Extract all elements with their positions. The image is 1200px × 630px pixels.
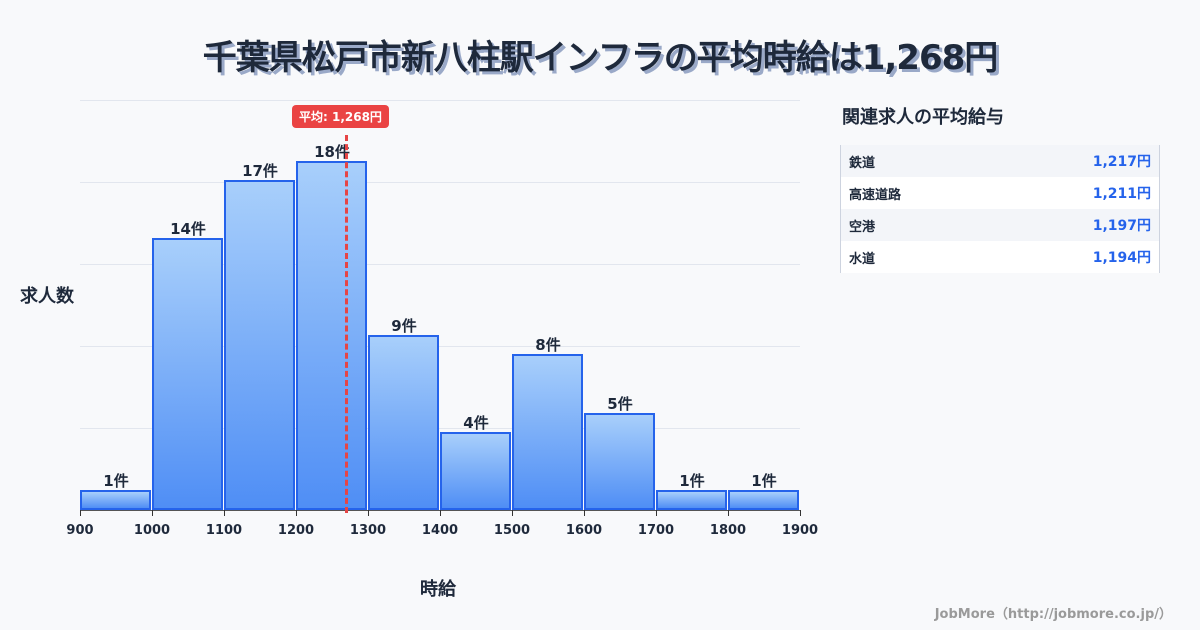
x-tick-label: 1700 bbox=[637, 523, 675, 538]
histogram-bar[interactable] bbox=[440, 432, 511, 510]
job-category-salary: 1,211円 bbox=[1092, 186, 1151, 202]
x-tick-label: 1800 bbox=[709, 523, 747, 538]
gridline bbox=[80, 346, 800, 347]
x-tick bbox=[656, 510, 657, 516]
x-axis-label: 時給 bbox=[420, 579, 456, 600]
x-tick-label: 1900 bbox=[781, 523, 819, 538]
x-tick bbox=[80, 510, 81, 516]
histogram-bar[interactable] bbox=[728, 490, 799, 510]
bar-value-label: 5件 bbox=[607, 395, 633, 413]
x-tick-label: 1000 bbox=[133, 523, 171, 538]
histogram-bar[interactable] bbox=[80, 490, 151, 510]
x-tick-label: 1500 bbox=[493, 523, 531, 538]
histogram-bar[interactable] bbox=[512, 354, 583, 510]
bar-value-label: 14件 bbox=[170, 220, 206, 238]
average-badge: 平均: 1,268円 bbox=[292, 105, 389, 128]
x-tick bbox=[728, 510, 729, 516]
x-tick-label: 1100 bbox=[205, 523, 243, 538]
x-tick bbox=[296, 510, 297, 516]
job-category-name: 鉄道 bbox=[849, 155, 876, 171]
histogram-bar[interactable] bbox=[368, 335, 439, 510]
bar-value-label: 1件 bbox=[751, 472, 777, 490]
gridline bbox=[80, 264, 800, 265]
average-line bbox=[345, 135, 348, 513]
gridline bbox=[80, 182, 800, 183]
bar-value-label: 4件 bbox=[463, 414, 489, 432]
x-tick bbox=[368, 510, 369, 516]
job-category-salary: 1,194円 bbox=[1092, 250, 1151, 266]
job-category-name: 高速道路 bbox=[849, 187, 902, 203]
x-tick bbox=[584, 510, 585, 516]
histogram-bar[interactable] bbox=[656, 490, 727, 510]
related-salary-title: 関連求人の平均給与 bbox=[842, 107, 1004, 128]
bar-value-label: 9件 bbox=[391, 317, 417, 335]
bar-value-label: 1件 bbox=[103, 472, 129, 490]
bar-value-label: 1件 bbox=[679, 472, 705, 490]
x-tick-label: 1400 bbox=[421, 523, 459, 538]
gridline bbox=[80, 100, 800, 101]
x-tick bbox=[224, 510, 225, 516]
page-title: 千葉県松戸市新八柱駅インフラの平均時給は1,268円 bbox=[202, 38, 999, 78]
x-tick bbox=[512, 510, 513, 516]
job-category-salary: 1,197円 bbox=[1092, 218, 1151, 234]
x-tick-label: 1300 bbox=[349, 523, 387, 538]
related-salary-row[interactable]: 高速道路 1,211円 bbox=[841, 177, 1159, 209]
histogram-bar[interactable] bbox=[296, 161, 367, 510]
x-tick bbox=[440, 510, 441, 516]
x-tick-label: 1200 bbox=[277, 523, 315, 538]
histogram-plot: 1件 14件 17件 18件 9件 4件 8件 5件 1件 1件 bbox=[80, 100, 800, 510]
x-tick-label: 1600 bbox=[565, 523, 603, 538]
histogram-bar[interactable] bbox=[152, 238, 223, 510]
job-category-name: 空港 bbox=[849, 219, 876, 235]
histogram-bar[interactable] bbox=[224, 180, 295, 510]
y-axis-label: 求人数 bbox=[20, 286, 74, 307]
bar-value-label: 17件 bbox=[242, 162, 278, 180]
job-category-salary: 1,217円 bbox=[1092, 154, 1151, 170]
gridline bbox=[80, 428, 800, 429]
x-tick bbox=[152, 510, 153, 516]
related-salary-row[interactable]: 鉄道 1,217円 bbox=[841, 145, 1159, 177]
histogram-bar[interactable] bbox=[584, 413, 655, 510]
related-salary-row[interactable]: 水道 1,194円 bbox=[841, 241, 1159, 273]
related-salary-row[interactable]: 空港 1,197円 bbox=[841, 209, 1159, 241]
bar-value-label: 8件 bbox=[535, 336, 561, 354]
source-credit: JobMore（http://jobmore.co.jp/） bbox=[934, 607, 1172, 622]
bar-value-label: 18件 bbox=[314, 143, 350, 161]
related-salary-table: 鉄道 1,217円 高速道路 1,211円 空港 1,197円 水道 1,194… bbox=[840, 145, 1160, 273]
x-tick-label: 900 bbox=[66, 523, 94, 538]
x-tick bbox=[800, 510, 801, 516]
job-category-name: 水道 bbox=[849, 251, 876, 267]
